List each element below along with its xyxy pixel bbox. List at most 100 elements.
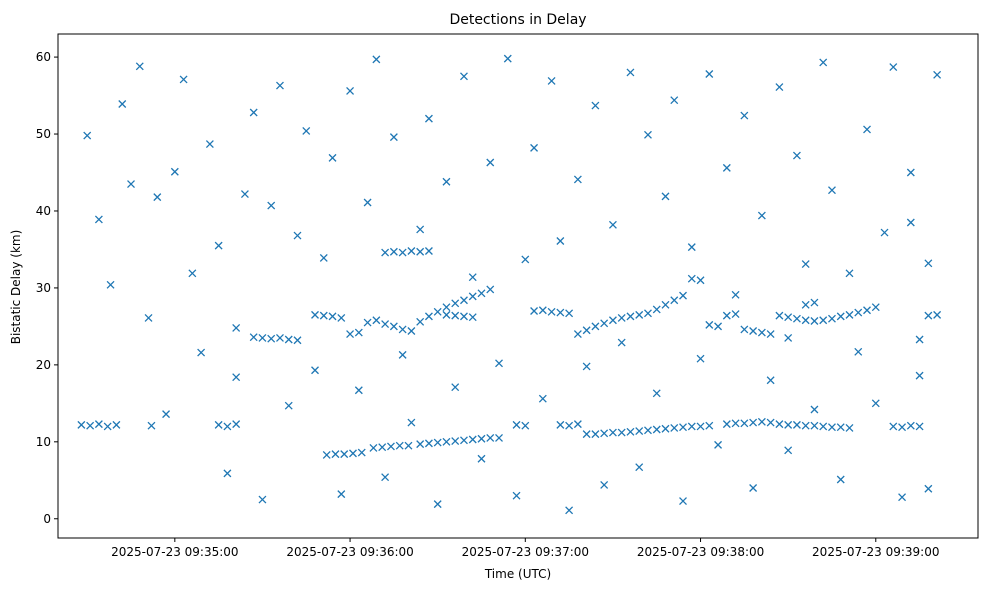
data-point-marker xyxy=(696,354,705,363)
data-point-marker xyxy=(86,421,95,430)
data-point-marker xyxy=(828,314,836,323)
data-point-marker xyxy=(468,313,477,322)
data-point-marker xyxy=(731,419,740,428)
data-point-marker xyxy=(179,75,188,84)
data-point-marker xyxy=(223,422,232,431)
data-point-marker xyxy=(319,311,328,320)
data-point-marker xyxy=(249,108,258,117)
data-point-marker xyxy=(871,399,880,408)
data-point-marker xyxy=(433,307,442,316)
data-point-marker xyxy=(626,68,635,77)
data-point-marker xyxy=(404,441,413,450)
data-point-marker xyxy=(556,308,565,317)
data-point-marker xyxy=(661,192,670,201)
data-point-marker xyxy=(565,506,574,515)
data-point-marker xyxy=(836,312,845,321)
data-point-marker xyxy=(784,420,793,429)
data-point-marker xyxy=(635,463,644,472)
data-point-marker xyxy=(337,313,346,322)
data-point-marker xyxy=(652,389,661,398)
data-point-marker xyxy=(495,359,503,368)
data-point-marker xyxy=(302,126,311,135)
data-point-marker xyxy=(521,255,530,264)
data-point-marker xyxy=(906,218,915,227)
data-point-marker xyxy=(416,225,425,234)
data-point-marker xyxy=(328,153,337,162)
data-point-marker xyxy=(608,428,617,437)
data-point-marker xyxy=(784,446,793,455)
data-point-marker xyxy=(889,63,898,72)
data-point-marker xyxy=(442,310,451,319)
data-point-marker xyxy=(424,439,433,448)
data-point-marker xyxy=(644,309,652,318)
data-point-marker xyxy=(331,450,340,459)
data-point-marker xyxy=(328,312,337,321)
data-point-marker xyxy=(696,276,705,285)
data-point-marker xyxy=(740,325,749,334)
data-point-marker xyxy=(258,333,267,342)
data-point-marker xyxy=(451,311,460,320)
data-point-marker xyxy=(652,425,661,434)
data-point-marker xyxy=(349,449,357,458)
data-point-marker xyxy=(276,81,284,90)
data-point-marker xyxy=(582,326,591,335)
data-point-marker xyxy=(582,430,591,439)
data-point-marker xyxy=(416,317,425,326)
data-point-marker xyxy=(460,72,468,81)
data-point-marker xyxy=(828,423,836,432)
data-point-marker xyxy=(311,366,319,375)
data-point-marker xyxy=(346,330,355,339)
data-point-marker xyxy=(395,441,404,450)
data-point-marker xyxy=(322,450,331,459)
data-point-marker xyxy=(424,247,433,255)
data-point-marker xyxy=(608,316,617,325)
data-point-marker xyxy=(792,314,801,323)
data-point-marker xyxy=(880,228,889,237)
x-tick-label: 2025-07-23 09:36:00 xyxy=(286,545,413,559)
data-point-marker xyxy=(591,430,600,439)
data-point-marker xyxy=(924,484,933,493)
data-point-marker xyxy=(424,312,433,321)
data-point-marker xyxy=(810,298,819,307)
data-point-marker xyxy=(863,125,871,134)
data-point-marker xyxy=(276,333,284,342)
data-point-marker xyxy=(240,190,249,199)
data-point-marker xyxy=(679,497,687,506)
data-point-marker xyxy=(670,424,679,432)
data-point-marker xyxy=(617,338,626,347)
data-point-marker xyxy=(801,316,810,325)
data-point-marker xyxy=(477,454,486,463)
data-point-marker xyxy=(924,311,933,320)
data-point-marker xyxy=(784,313,793,322)
data-point-marker xyxy=(828,186,836,195)
data-point-marker xyxy=(687,243,696,252)
data-point-marker xyxy=(775,311,784,320)
data-point-marker xyxy=(512,491,521,500)
data-point-marker xyxy=(661,300,670,309)
y-tick-label: 0 xyxy=(43,512,51,526)
data-point-marker xyxy=(495,434,503,442)
data-point-marker xyxy=(547,307,556,316)
data-point-marker xyxy=(477,434,486,443)
data-point-marker xyxy=(705,320,714,329)
data-point-marker xyxy=(103,422,112,431)
data-point-marker xyxy=(486,158,495,167)
x-axis-label: Time (UTC) xyxy=(484,567,551,581)
data-point-marker xyxy=(486,434,495,442)
data-point-marker xyxy=(635,310,644,319)
data-point-marker xyxy=(670,296,679,305)
chart-title: Detections in Delay xyxy=(449,12,586,28)
data-point-marker xyxy=(915,371,924,380)
data-point-marker xyxy=(162,410,171,419)
data-point-marker xyxy=(573,330,582,339)
data-point-marker xyxy=(915,335,924,344)
data-point-marker xyxy=(205,140,214,148)
data-point-marker xyxy=(144,313,153,322)
data-point-marker xyxy=(407,418,416,427)
data-point-marker xyxy=(889,422,898,431)
data-point-marker xyxy=(915,422,924,431)
data-point-marker xyxy=(106,280,115,289)
data-point-marker xyxy=(512,420,521,429)
